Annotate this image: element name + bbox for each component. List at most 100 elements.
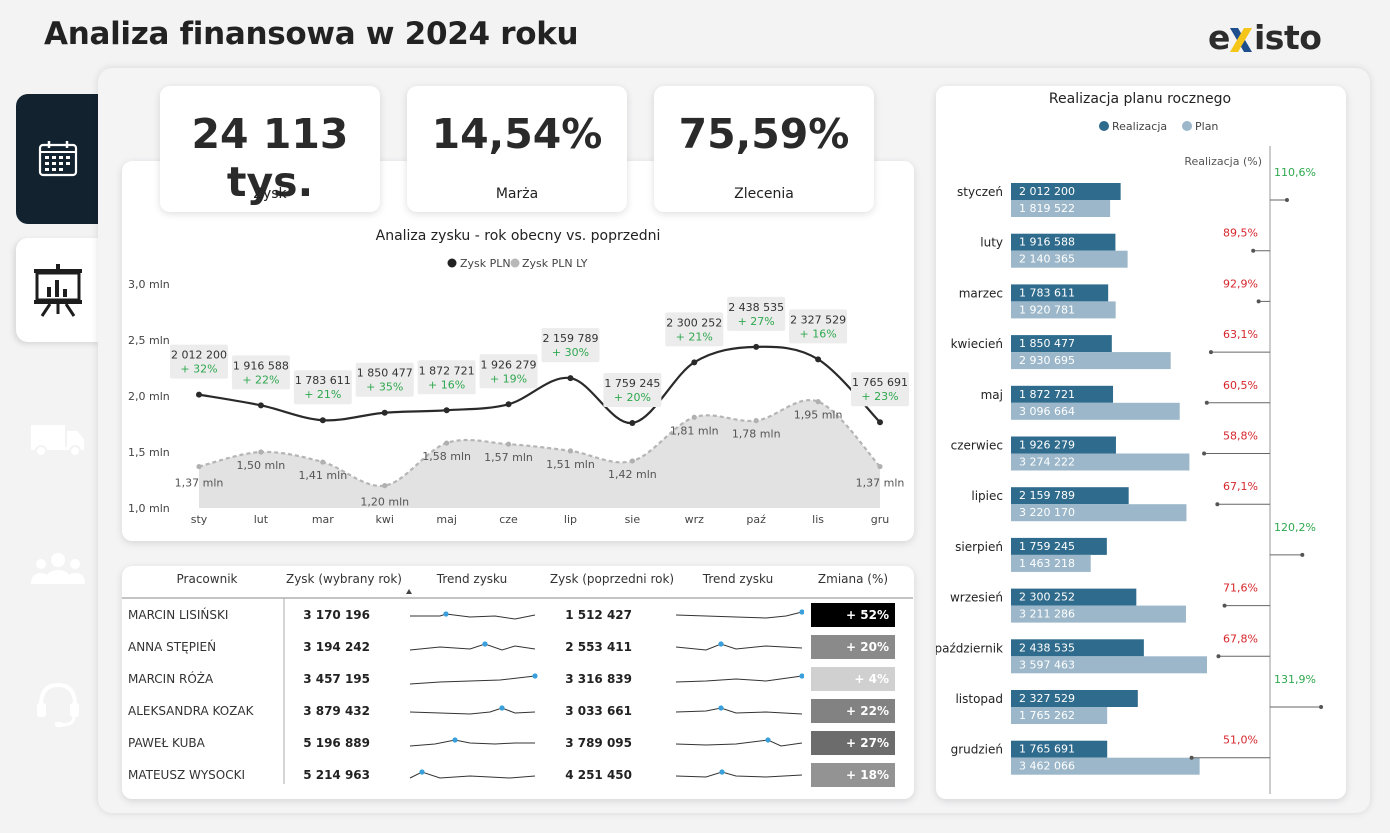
category-label: marzec bbox=[959, 286, 1003, 300]
profit-line-chart: Analiza zysku - rok obecny vs. poprzedni… bbox=[128, 228, 909, 526]
svg-text:e: e bbox=[1208, 18, 1230, 57]
sparkline-max-dot bbox=[482, 641, 488, 647]
chart-title: Realizacja planu rocznego bbox=[1049, 91, 1231, 107]
sparkline-path bbox=[675, 707, 803, 715]
sparkline-max-dot bbox=[532, 673, 538, 679]
sparkline-max-dot bbox=[718, 641, 724, 647]
col-header-zmiana[interactable]: Zmiana (%) bbox=[817, 572, 889, 586]
category-label: sierpień bbox=[955, 540, 1003, 554]
bar-label-plan: 3 462 066 bbox=[1019, 760, 1075, 773]
data-label-box bbox=[789, 309, 848, 344]
bar-plan bbox=[1011, 757, 1200, 775]
employee-name: MARCIN LISIŃSKI bbox=[128, 608, 229, 622]
x-tick-label: maj bbox=[436, 513, 457, 526]
existo-logo-mark: e isto bbox=[1208, 18, 1322, 57]
pct-lollipop-dot bbox=[1215, 502, 1220, 507]
trend-sparkline bbox=[409, 769, 536, 779]
pct-lollipop-dot bbox=[1319, 705, 1324, 709]
point-ly bbox=[320, 459, 326, 465]
sparkline-max-dot bbox=[799, 609, 804, 615]
table-row[interactable]: MATEUSZ WYSOCKI 5 214 963 4 251 450 + 18% bbox=[122, 760, 913, 792]
col-header-trend[interactable]: Trend zysku bbox=[436, 572, 508, 586]
data-label-change: + 21% bbox=[304, 388, 341, 401]
point-ly bbox=[691, 414, 697, 420]
bar-label-realizacja: 2 159 789 bbox=[1019, 489, 1075, 502]
data-label-zysk: 1 872 721 bbox=[419, 364, 475, 377]
x-tick-label: wrz bbox=[685, 513, 705, 526]
data-label-change: + 23% bbox=[861, 390, 898, 403]
legend-label-plan: Plan bbox=[1195, 120, 1218, 133]
kpi-value: 24 113 tys. bbox=[191, 110, 349, 206]
presentation-chart-icon bbox=[34, 264, 82, 317]
col-header-trend-ly[interactable]: Trend zysku bbox=[702, 572, 774, 586]
table-row[interactable]: MARCIN RÓŻA 3 457 195 3 316 839 + 4% bbox=[122, 664, 913, 696]
point-ly bbox=[567, 448, 574, 454]
sidebar-item-presentation[interactable] bbox=[16, 238, 100, 342]
bar-label-plan: 3 211 286 bbox=[1019, 608, 1075, 621]
sidebar-item-support[interactable] bbox=[16, 674, 100, 734]
sparkline-path bbox=[409, 739, 535, 747]
data-label-box bbox=[851, 372, 909, 407]
table-row[interactable]: PAWEŁ KUBA 5 196 889 3 789 095 + 27% bbox=[122, 728, 913, 760]
data-label-zysk: 1 926 279 bbox=[481, 358, 537, 371]
category-label: styczeń bbox=[957, 185, 1003, 199]
x-tick-label: lut bbox=[254, 513, 269, 526]
point-zysk bbox=[691, 359, 698, 366]
zysk-ly-value: 3 789 095 bbox=[565, 736, 632, 750]
headset-icon bbox=[37, 682, 79, 727]
sidebar-nav bbox=[16, 94, 100, 794]
pct-label: 120,2% bbox=[1274, 521, 1316, 534]
data-label-box bbox=[417, 360, 476, 395]
sidebar-item-transport[interactable] bbox=[16, 410, 100, 470]
col-header-zysk-ly[interactable]: Zysk (poprzedni rok) bbox=[549, 572, 675, 586]
point-zysk bbox=[877, 419, 883, 426]
table-row[interactable]: ALEKSANDRA KOZAK 3 879 432 3 033 661 + 22% bbox=[122, 696, 913, 728]
bar-realizacja bbox=[1011, 740, 1108, 758]
x-tick-label: sty bbox=[191, 513, 208, 526]
sparkline-path bbox=[675, 611, 803, 619]
pct-label: 67,8% bbox=[1223, 632, 1258, 645]
employee-table: Pracownik Zysk (wybrany rok) Trend zysku… bbox=[122, 572, 914, 792]
legend-label-ly: Zysk PLN LY bbox=[522, 257, 588, 270]
point-zysk bbox=[443, 407, 450, 414]
pct-lollipop-dot bbox=[1251, 248, 1256, 253]
sidebar-item-calendar[interactable] bbox=[16, 94, 100, 224]
pct-lollipop-dot bbox=[1284, 198, 1289, 202]
zysk-value: 5 214 963 bbox=[303, 768, 370, 782]
data-label-zysk: 1 765 691 bbox=[852, 376, 908, 389]
data-label-change: + 35% bbox=[366, 381, 403, 394]
legend-label-zysk: Zysk PLN bbox=[460, 257, 511, 270]
bar-label-realizacja: 1 759 245 bbox=[1019, 540, 1075, 553]
bar-realizacja bbox=[1011, 233, 1116, 251]
table-row[interactable]: MARCIN LISIŃSKI 3 170 196 1 512 427 + 52% bbox=[122, 600, 913, 632]
people-icon bbox=[31, 553, 85, 584]
sparkline-path bbox=[409, 675, 536, 685]
category-label: październik bbox=[936, 641, 1003, 655]
legend-marker-ly bbox=[510, 258, 520, 268]
kpi-card-zysk: 24 113 tys. Zysk bbox=[160, 86, 380, 212]
data-label-change: + 16% bbox=[800, 327, 837, 340]
chart-title: Analiza zysku - rok obecny vs. poprzedni bbox=[376, 228, 661, 244]
change-badge: + 52% bbox=[811, 603, 895, 627]
x-tick-label: lip bbox=[564, 513, 577, 526]
x-tick-label: paź bbox=[746, 513, 766, 526]
category-label: maj bbox=[981, 388, 1003, 402]
pct-label: 71,6% bbox=[1223, 582, 1258, 595]
col-header-zysk[interactable]: Zysk (wybrany rok) bbox=[285, 572, 402, 586]
legend-marker-realizacja bbox=[1099, 121, 1109, 131]
bar-label-plan: 1 463 218 bbox=[1019, 557, 1075, 570]
bar-label-realizacja: 1 926 279 bbox=[1019, 439, 1075, 452]
x-tick-label: lis bbox=[812, 513, 824, 526]
trend-sparkline bbox=[409, 673, 538, 685]
pct-label: 110,6% bbox=[1274, 166, 1316, 179]
data-label-ly: 1,95 mln bbox=[794, 409, 843, 422]
data-label-ly: 1,50 mln bbox=[237, 459, 286, 472]
trend-sparkline bbox=[675, 705, 803, 715]
sparkline-path bbox=[409, 707, 536, 715]
sidebar-item-team[interactable] bbox=[16, 538, 100, 598]
bar-plan bbox=[1011, 605, 1186, 623]
table-row[interactable]: ANNA STĘPIEŃ 3 194 242 2 553 411 + 20% bbox=[122, 632, 913, 664]
col-header-pracownik[interactable]: Pracownik bbox=[176, 572, 238, 586]
data-label-box bbox=[603, 372, 662, 407]
